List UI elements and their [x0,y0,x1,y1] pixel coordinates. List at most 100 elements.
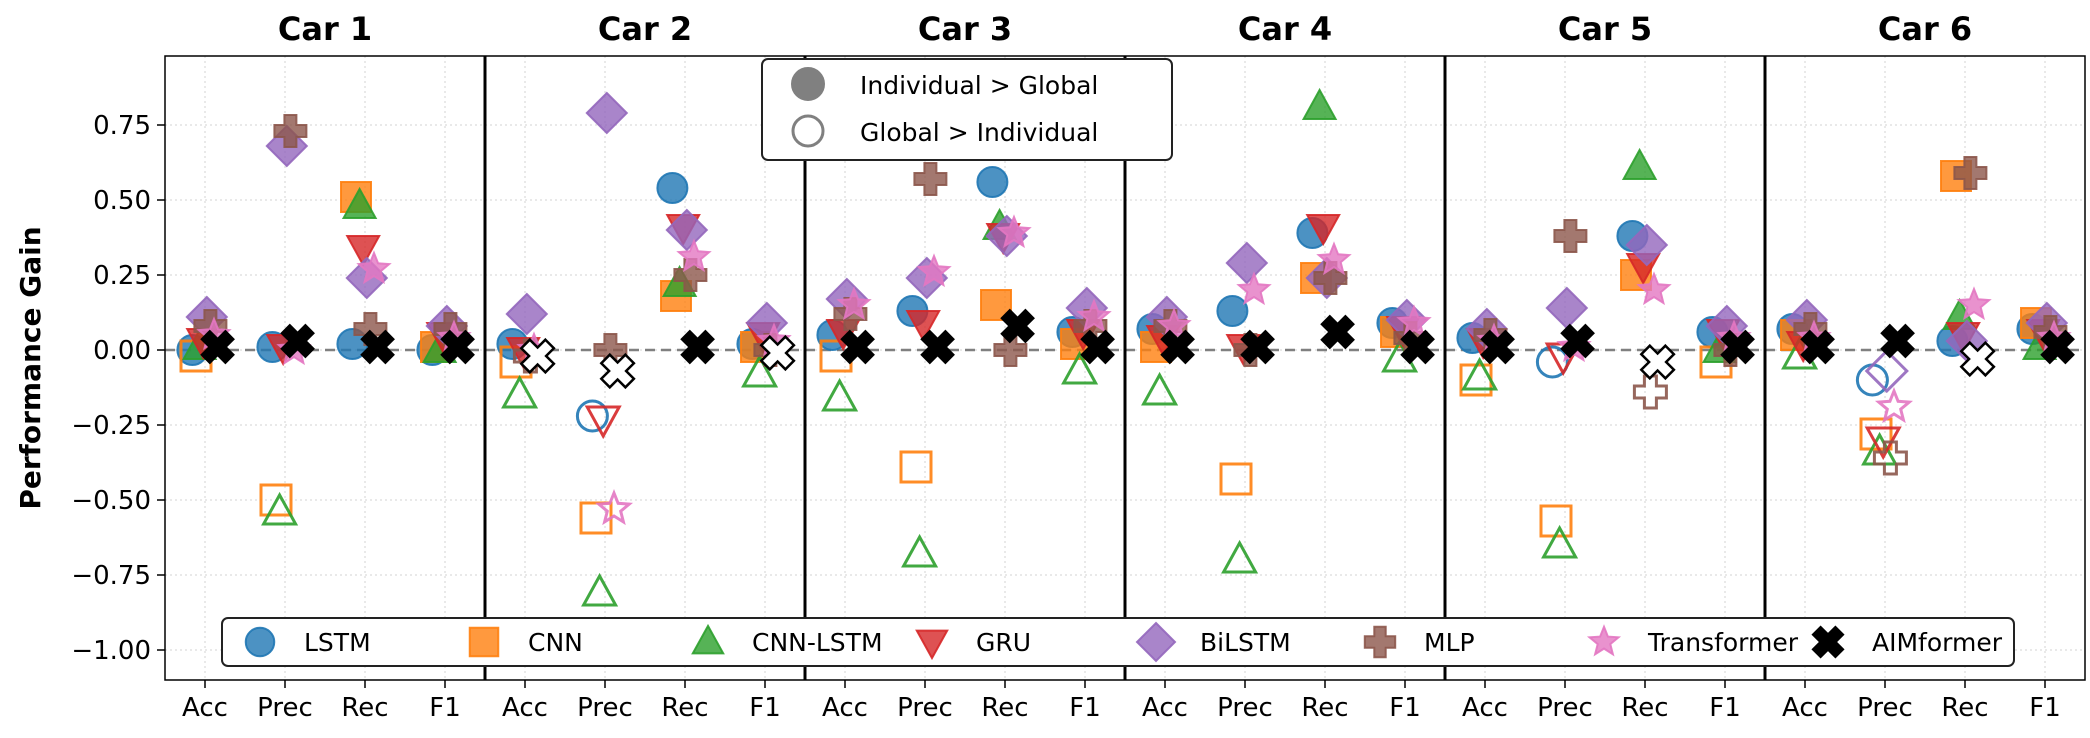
transformer-marker [836,286,872,321]
x-tick-label: Acc [1142,693,1188,723]
cnn-lstm-marker [1621,147,1658,180]
car-panel-title: Car 2 [598,10,692,48]
gru-marker [905,310,941,343]
lstm-marker [1855,363,1889,397]
filled-circle-icon [791,67,825,101]
cnn-lstm-marker [261,491,299,526]
x-tick-label: Acc [182,693,228,723]
y-tick-label: −0.75 [71,561,151,591]
mlp-legend-icon [1363,625,1397,659]
car-panel-title: Car 6 [1878,10,1972,48]
aimformer-series [200,308,2075,390]
aimformer-marker [1400,329,1435,365]
x-tick-label: F1 [2029,693,2061,723]
lstm-series [176,166,2049,433]
car-panel-title: Car 1 [278,10,372,48]
y-tick-label: −0.25 [71,411,151,441]
cnn-lstm-marker [1541,524,1579,559]
transformer-marker [1636,271,1672,306]
x-tick-label: Acc [1462,693,1508,723]
transformer-marker [996,214,1032,249]
aimformer-marker [1320,314,1355,350]
aimformer-marker [280,323,315,359]
transformer-marker [1076,298,1112,333]
marker-legend-box [761,58,1173,161]
aimformer-marker [2040,329,2075,365]
cnn-lstm-legend-icon [691,623,725,655]
mlp-marker [913,162,948,196]
gru-marker [584,405,622,440]
x-tick-label: Rec [981,693,1028,723]
cnn-marker [259,483,293,517]
cnn-lstm-marker [741,353,779,388]
x-tick-label: F1 [749,693,781,723]
cnn-marker [1219,462,1253,496]
aimformer-marker [1720,329,1755,365]
marker-legend-filled-label: Individual > Global [860,71,1098,100]
aimformer-marker [1880,323,1915,359]
aimformer-marker [440,329,475,365]
aimformer-marker [1639,343,1676,381]
series-legend-label: CNN [528,628,583,657]
mlp-marker [1313,261,1348,295]
aimformer-marker [1080,329,1115,365]
x-tick-label: F1 [1389,693,1421,723]
aimformer-marker [680,329,715,365]
transformer-marker [1236,271,1272,306]
transformer-marker [356,250,392,285]
x-tick-label: Rec [1621,693,1668,723]
mlp-marker [1553,219,1588,253]
y-axis-label: Performance Gain [14,226,47,509]
aimformer-marker [759,334,796,372]
axes [157,55,2086,688]
bilstm-marker [1864,348,1909,394]
x-tick-label: F1 [1709,693,1741,723]
aimformer-marker [360,329,395,365]
bilstm-marker [665,208,709,252]
car-panel-title: Car 5 [1558,10,1652,48]
cnn-lstm-marker [501,374,539,409]
aimformer-legend-icon [1811,625,1845,659]
cnn-lstm-marker [1061,350,1099,385]
x-tick-label: Rec [661,693,708,723]
cnn-lstm-marker [1461,356,1499,391]
car-panel-title: Car 4 [1238,10,1332,48]
aimformer-marker [920,329,955,365]
x-tick-label: Rec [1941,693,1988,723]
series-legend-label: BiLSTM [1200,628,1291,657]
gru-legend-icon [915,629,949,661]
car-panel-title: Car 3 [918,10,1012,48]
series-legend-label: CNN-LSTM [752,628,883,657]
x-tick-label: Prec [257,693,313,723]
lstm-marker [656,172,689,204]
x-tick-label: Prec [1537,693,1593,723]
x-tick-label: Prec [1857,693,1913,723]
lstm-marker [1216,295,1249,327]
aimformer-marker [1240,329,1275,365]
x-tick-label: Acc [1782,693,1828,723]
x-tick-label: Rec [1301,693,1348,723]
transformer-marker [1956,286,1992,321]
transformer-marker [1396,304,1432,339]
x-tick-label: Acc [502,693,548,723]
mlp-marker [273,114,308,148]
x-tick-label: Rec [341,693,388,723]
gru-marker [345,235,381,268]
gru-marker [1305,214,1341,247]
mlp-marker [1872,440,1908,476]
lstm-marker [575,399,609,433]
cnn-marker [1859,417,1893,451]
transformer-marker [676,238,712,273]
x-tick-label: Prec [577,693,633,723]
transformer-marker [1316,241,1352,276]
aimformer-marker [1959,340,1996,378]
mlp-marker [673,258,708,292]
x-tick-label: F1 [429,693,461,723]
bilstm-marker [585,91,629,135]
cnn-lstm-marker [341,186,378,219]
aimformer-marker [840,329,875,365]
bilstm-marker [505,292,549,336]
y-tick-label: 0.50 [93,186,151,216]
cnn-lstm-marker [901,533,939,568]
y-tick-label: −1.00 [71,636,151,666]
